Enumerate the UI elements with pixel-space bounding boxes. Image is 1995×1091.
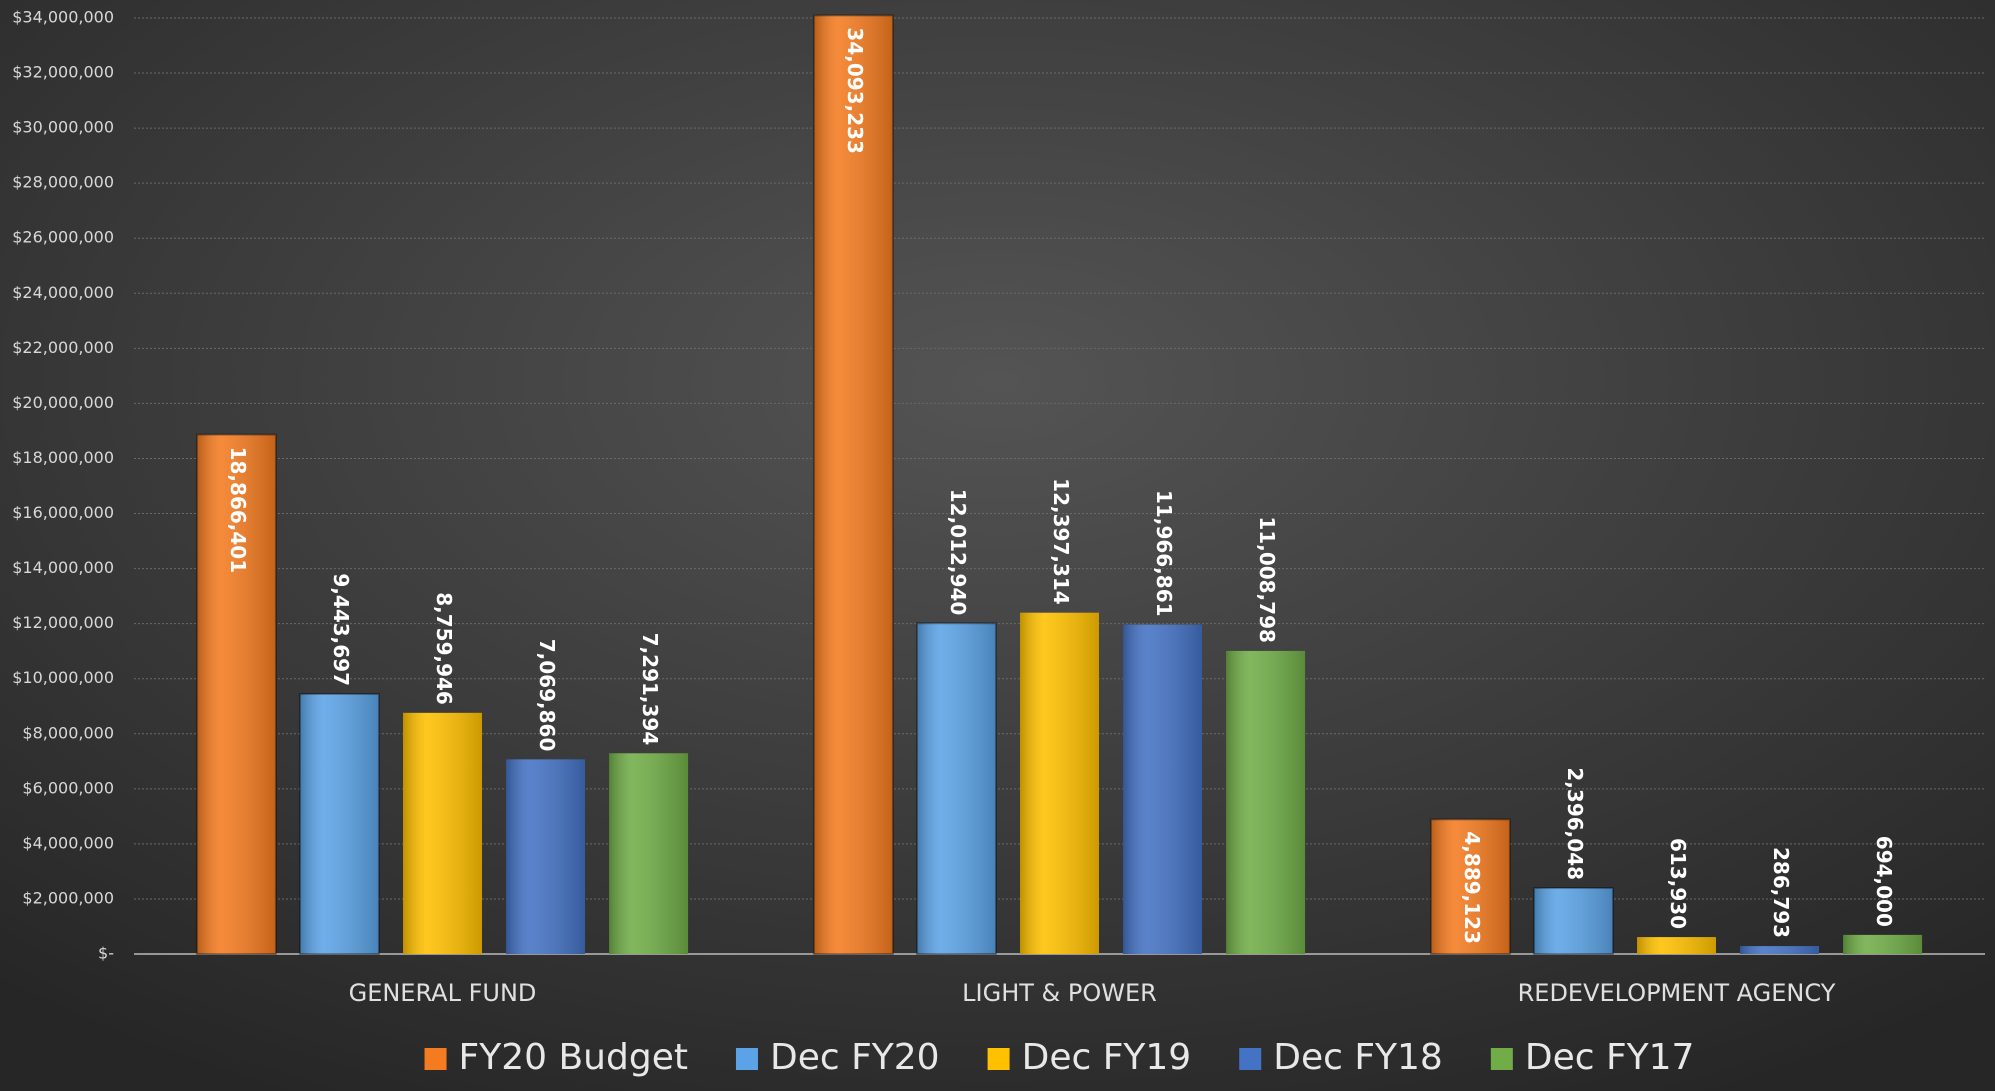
y-tick-label: $16,000,000 [12, 503, 114, 522]
data-label: 11,008,798 [1255, 516, 1279, 643]
y-tick-label: $26,000,000 [12, 228, 114, 247]
bar [403, 712, 482, 954]
bar [506, 759, 586, 954]
y-tick-label: $2,000,000 [22, 888, 114, 907]
data-label: 694,000 [1872, 836, 1896, 927]
data-label: 4,889,123 [1460, 831, 1484, 944]
bar [1226, 650, 1306, 954]
y-tick-label: $32,000,000 [12, 63, 114, 82]
data-label: 7,069,860 [535, 639, 559, 752]
y-tick-label: $24,000,000 [12, 283, 114, 302]
legend-swatch [987, 1048, 1010, 1070]
bar [1740, 946, 1820, 954]
legend-label: Dec FY17 [1525, 1037, 1695, 1078]
data-label: 7,291,394 [638, 633, 662, 746]
data-label: 9,443,697 [329, 573, 353, 686]
bar [1532, 887, 1614, 955]
y-tick-label: $12,000,000 [12, 613, 114, 632]
legend-swatch [1239, 1048, 1262, 1070]
legend-label: Dec FY18 [1273, 1037, 1443, 1078]
bar [1637, 937, 1716, 954]
y-tick-label: $- [98, 944, 114, 963]
y-tick-label: $10,000,000 [12, 668, 114, 687]
bar [812, 14, 894, 956]
data-label: 12,012,940 [946, 489, 970, 616]
data-label: 34,093,233 [843, 27, 867, 154]
x-tick-label: REDEVELOPMENT AGENCY [1518, 979, 1836, 1007]
data-label: 2,396,048 [1563, 767, 1587, 880]
y-tick-label: $22,000,000 [12, 338, 114, 357]
legend-label: Dec FY20 [770, 1037, 940, 1078]
y-tick-label: $8,000,000 [22, 723, 114, 742]
legend-swatch [424, 1048, 447, 1070]
y-tick-label: $14,000,000 [12, 558, 114, 577]
legend-swatch [735, 1048, 758, 1070]
data-label: 12,397,314 [1049, 478, 1073, 605]
bar [1123, 624, 1203, 954]
y-tick-label: $20,000,000 [12, 393, 114, 412]
legend-label: FY20 Budget [459, 1037, 688, 1078]
data-label: 18,866,401 [226, 447, 250, 574]
bar [1843, 934, 1923, 954]
bar [915, 622, 997, 955]
data-label: 8,759,946 [432, 592, 456, 705]
data-label: 11,966,861 [1152, 490, 1176, 617]
y-tick-label: $34,000,000 [12, 8, 114, 27]
data-label: 286,793 [1769, 847, 1793, 938]
bar [1020, 612, 1099, 954]
y-tick-label: $18,000,000 [12, 448, 114, 467]
x-tick-label: GENERAL FUND [349, 979, 537, 1007]
y-tick-label: $28,000,000 [12, 173, 114, 192]
y-tick-label: $30,000,000 [12, 118, 114, 137]
bar [609, 753, 689, 954]
y-tick-label: $6,000,000 [22, 778, 114, 797]
bar [298, 693, 380, 955]
data-label: 613,930 [1666, 838, 1690, 929]
legend-swatch [1490, 1048, 1513, 1070]
y-tick-label: $4,000,000 [22, 833, 114, 852]
x-tick-label: LIGHT & POWER [962, 979, 1157, 1007]
legend-label: Dec FY19 [1022, 1037, 1192, 1078]
